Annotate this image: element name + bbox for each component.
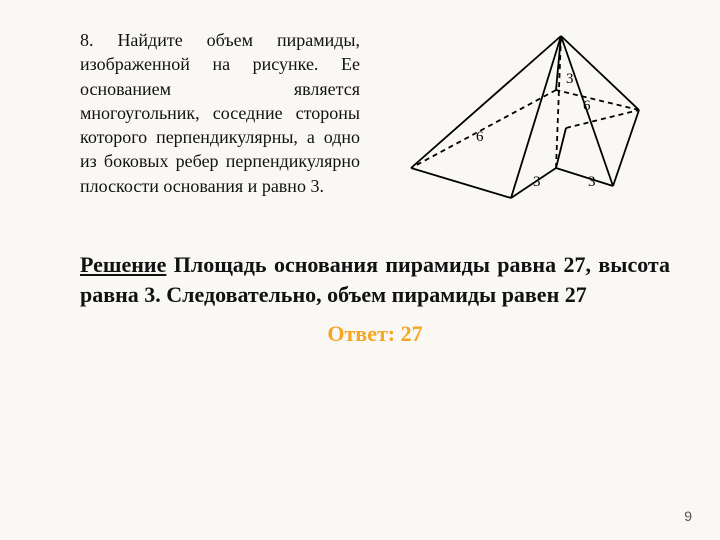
svg-text:3: 3 xyxy=(588,174,596,190)
problem-text: 8. Найдите объем пирамиды, изображенной … xyxy=(80,28,360,198)
solution-text: Площадь основания пирамиды равна 27, выс… xyxy=(80,252,670,307)
answer-block: Ответ: 27 xyxy=(80,321,670,347)
svg-text:6: 6 xyxy=(476,129,484,145)
problem-body: Найдите объем пирамиды, изображенной на … xyxy=(80,30,360,196)
svg-text:3: 3 xyxy=(566,71,574,87)
answer-label: Ответ: xyxy=(327,321,395,346)
problem-number: 8. xyxy=(80,30,94,50)
answer-value: 27 xyxy=(401,321,423,346)
page-number: 9 xyxy=(684,508,692,524)
svg-text:6: 6 xyxy=(583,98,591,114)
solution-label: Решение xyxy=(80,252,166,277)
pyramid-figure: 36633 xyxy=(372,28,670,228)
svg-text:3: 3 xyxy=(533,174,541,190)
solution-block: Решение Площадь основания пирамиды равна… xyxy=(80,250,670,309)
